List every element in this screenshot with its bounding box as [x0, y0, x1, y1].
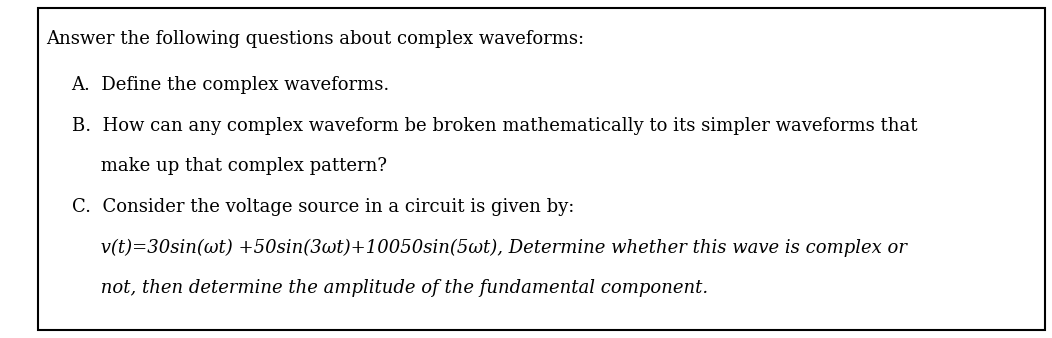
Text: B.  How can any complex waveform be broken mathematically to its simpler wavefor: B. How can any complex waveform be broke…	[72, 117, 917, 135]
Text: make up that complex pattern?: make up that complex pattern?	[72, 157, 386, 175]
Text: not, then determine the amplitude of the fundamental component.: not, then determine the amplitude of the…	[72, 279, 708, 297]
Text: Answer the following questions about complex waveforms:: Answer the following questions about com…	[46, 30, 585, 48]
Text: A.  Define the complex waveforms.: A. Define the complex waveforms.	[72, 76, 390, 94]
Text: C.  Consider the voltage source in a circuit is given by:: C. Consider the voltage source in a circ…	[72, 198, 574, 216]
Text: v(t)=30sin(ωt) +50sin(3ωt)+10050sin(5ωt), Determine whether this wave is complex: v(t)=30sin(ωt) +50sin(3ωt)+10050sin(5ωt)…	[72, 238, 907, 257]
